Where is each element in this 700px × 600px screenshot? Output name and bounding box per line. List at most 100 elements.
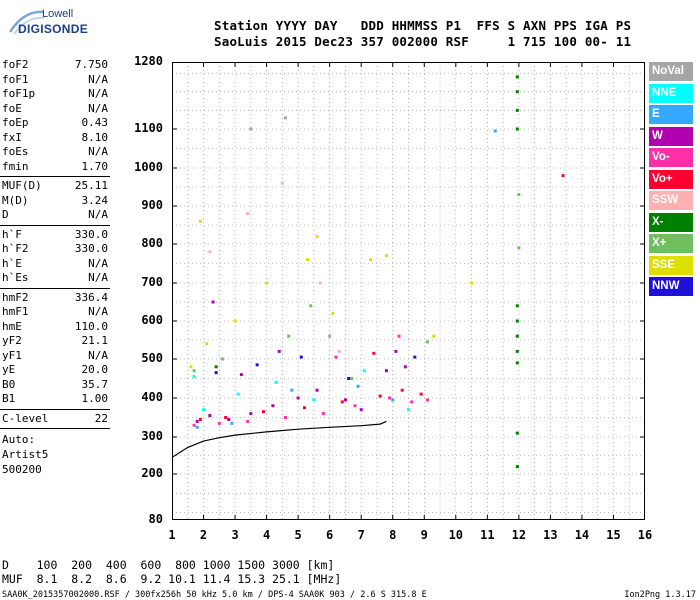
param-row: yF2 21.1 <box>2 334 108 348</box>
param-row: D N/A <box>2 208 108 222</box>
param-separator <box>0 408 110 410</box>
y-tick-label: 1100 <box>134 121 163 135</box>
param-value: N/A <box>88 101 108 115</box>
echo-point-sse <box>205 342 209 346</box>
param-row: foF1p N/A <box>2 87 108 101</box>
legend-entry: SSE <box>649 255 693 275</box>
x-tick-label: 3 <box>231 528 239 542</box>
echo-point-w <box>359 408 363 412</box>
y-tick-label: 1000 <box>134 160 163 174</box>
param-key: foF2 <box>2 58 29 71</box>
param-row: hmF1 N/A <box>2 305 108 319</box>
echo-point-ssw <box>246 212 250 216</box>
echo-point-sse <box>233 319 237 323</box>
logo-swoosh-icon <box>8 10 45 35</box>
legend-entry: NNW <box>649 277 693 296</box>
param-value: N/A <box>88 256 108 270</box>
echo-point-x+ <box>220 357 224 361</box>
y-tick-label: 1280 <box>134 54 163 68</box>
param-value: 22 <box>94 411 108 425</box>
echo-point-vo+ <box>419 392 423 396</box>
param-key: hmE <box>2 319 22 333</box>
auto-scaling-line: Auto: <box>2 433 36 446</box>
y-tick-label: 80 <box>148 512 163 526</box>
auto-scaling-line: 500200 <box>2 463 42 476</box>
auto-scaling-line: Artist5 <box>2 448 49 461</box>
echo-point-vo+ <box>302 406 306 410</box>
param-value: N/A <box>88 271 108 284</box>
param-row: C-level 22 <box>2 412 108 426</box>
x-tick-label: 1 <box>168 528 176 542</box>
echo-point-x- <box>515 304 519 308</box>
echo-point-nne <box>407 408 410 412</box>
echo-point-w <box>208 414 212 418</box>
echo-point-vo- <box>321 412 325 416</box>
echo-point-w <box>195 419 199 423</box>
y-tick-label: 400 <box>141 390 163 404</box>
param-separator <box>0 176 110 177</box>
param-row: B0 35.7 <box>2 378 108 392</box>
param-row: foEp 0.43 <box>2 116 108 130</box>
param-key: foE <box>2 101 22 115</box>
legend-entry: NoVal <box>649 62 693 81</box>
param-row: foEs N/A <box>2 145 108 159</box>
param-key: B0 <box>2 377 16 391</box>
echo-point-e <box>195 425 199 429</box>
y-tick-label: 200 <box>141 466 163 480</box>
param-row: MUF(D) 25.11 <box>2 179 108 193</box>
x-tick-label: 4 <box>262 528 271 542</box>
echo-point-e <box>493 129 497 133</box>
param-row: foF2 7.750 <box>2 58 108 72</box>
param-key: M(D) <box>2 193 29 207</box>
echo-point-sse <box>198 219 202 223</box>
echo-point-x- <box>515 108 519 112</box>
param-key: fmin <box>2 159 29 173</box>
x-tick-label: 12 <box>511 528 527 542</box>
param-key: h`F <box>2 227 22 241</box>
param-value: 330.0 <box>74 227 108 241</box>
param-separator <box>0 428 110 429</box>
echo-point-sse <box>306 258 310 262</box>
echo-point-vo- <box>284 416 288 419</box>
param-key: hmF2 <box>2 290 29 304</box>
echo-point-e <box>230 421 234 425</box>
echo-point-nne <box>362 369 366 373</box>
echo-point-vo+ <box>378 394 382 398</box>
echo-point-x+ <box>309 304 313 308</box>
plot-frame <box>172 62 645 520</box>
echo-point-x+ <box>192 369 196 373</box>
echo-point-w <box>271 404 275 408</box>
echo-point-vo- <box>353 404 357 408</box>
echo-point-w <box>403 365 407 369</box>
echo-point-x+ <box>287 334 291 338</box>
param-row: h`F 330.0 <box>2 228 108 242</box>
echo-point-w <box>249 412 253 416</box>
param-key: C-level <box>2 411 49 425</box>
echo-point-vo- <box>334 355 338 359</box>
x-tick-label: 6 <box>326 528 334 542</box>
echo-point-w <box>211 300 215 304</box>
version-label: Ion2Png 1.3.17 <box>624 590 696 600</box>
param-value: 3.24 <box>81 193 109 207</box>
param-value: 1.70 <box>81 159 109 173</box>
echo-point-sse <box>331 311 335 315</box>
header-columns: Station YYYY DAY DDD HHMMSS P1 FFS S AXN… <box>214 18 632 33</box>
param-value: 8.10 <box>81 130 109 144</box>
param-value: 110.0 <box>74 319 108 333</box>
echo-point-sse <box>315 234 319 238</box>
echo-point-x- <box>214 365 218 369</box>
y-tick-label: 600 <box>141 313 163 327</box>
param-value: 21.1 <box>81 334 109 347</box>
param-key: h`Es <box>2 271 29 284</box>
param-value: N/A <box>88 72 108 86</box>
logo-lowell-text: Lowell <box>42 8 74 20</box>
x-tick-label: 9 <box>420 528 428 542</box>
echo-point-x- <box>515 319 519 323</box>
echo-point-noval <box>249 127 253 131</box>
echo-point-nne <box>274 380 278 384</box>
legend-entry: W <box>649 126 693 146</box>
x-tick-label: 16 <box>637 528 653 542</box>
echo-point-vo+ <box>561 174 565 178</box>
param-row: yF1 N/A <box>2 349 108 363</box>
param-value: 7.750 <box>74 58 108 71</box>
